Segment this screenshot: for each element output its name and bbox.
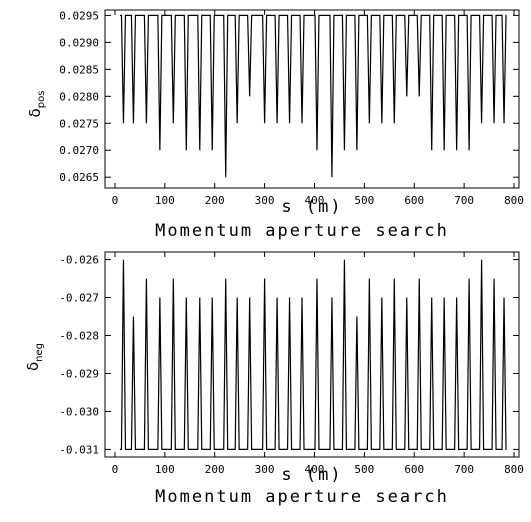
x-tick-label: 400 — [305, 194, 325, 207]
x-tick-label: 800 — [504, 194, 524, 207]
x-tick-label: 700 — [454, 194, 474, 207]
y-axis-title: δneg — [24, 343, 45, 371]
series-line — [119, 14, 507, 178]
x-tick-label: 100 — [155, 194, 175, 207]
plot-frame — [104, 251, 520, 458]
chart-caption: Momentum aperture search — [155, 221, 449, 241]
x-tick-label: 300 — [255, 463, 275, 476]
chart-caption: Momentum aperture search — [155, 487, 449, 507]
chart-panel-top: 0 100 200 300 400 500 600 700 800 0.0265 0.0270 0.0… — [26, 9, 524, 241]
y-tick-label: 0.0285 — [59, 63, 99, 76]
y-tick-label: -0.026 — [59, 254, 99, 267]
x-tick-label: 800 — [504, 463, 524, 476]
x-axis-title: s (m) — [281, 197, 342, 217]
x-tick-label: 0 — [112, 463, 119, 476]
x-tick-label: 0 — [112, 194, 119, 207]
x-tick-label: 600 — [404, 194, 424, 207]
x-tick-label: 100 — [155, 463, 175, 476]
x-tick-label: 500 — [354, 463, 374, 476]
x-tick-label: 400 — [305, 463, 325, 476]
y-tick-label: 0.0280 — [59, 90, 99, 103]
y-tick-label: 0.0265 — [59, 171, 99, 184]
y-tick-label: -0.031 — [59, 443, 99, 456]
x-tick-label: 700 — [454, 463, 474, 476]
y-tick-label: 0.0270 — [59, 144, 99, 157]
x-tick-label: 500 — [354, 194, 374, 207]
x-tick-label: 200 — [205, 463, 225, 476]
x-tick-label: 600 — [404, 463, 424, 476]
x-axis-title: s (m) — [281, 465, 342, 485]
series-line — [119, 259, 507, 451]
x-tick-label: 200 — [205, 194, 225, 207]
y-axis-title: δpos — [26, 91, 47, 118]
y-tick-label: -0.027 — [59, 292, 99, 305]
y-tick-label: -0.029 — [59, 367, 99, 380]
x-tick-label: 300 — [255, 194, 275, 207]
y-tick-label: -0.028 — [59, 330, 99, 343]
plot-frame — [104, 9, 520, 189]
y-tick-label: 0.0275 — [59, 117, 99, 130]
y-tick-label: -0.030 — [59, 405, 99, 418]
y-tick-label: 0.0295 — [59, 9, 99, 22]
chart-panel-bottom: 0 100 200 300 400 500 600 700 800 -0.031 -0.030 -0.… — [24, 251, 524, 507]
y-tick-label: 0.0290 — [59, 36, 99, 49]
